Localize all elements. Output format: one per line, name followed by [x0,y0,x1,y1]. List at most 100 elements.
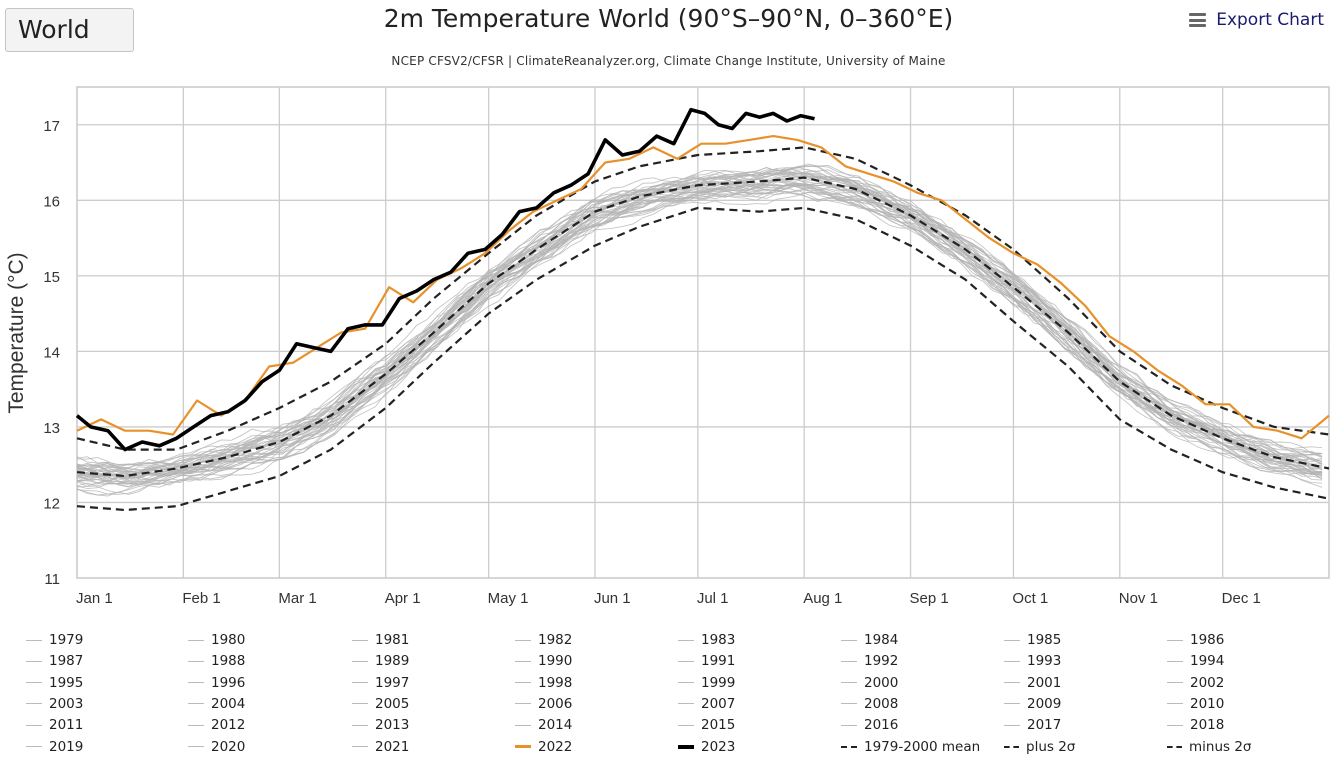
legend-label: 2009 [1027,695,1062,712]
menu-icon [1189,13,1207,27]
legend-label: 2018 [1190,717,1225,734]
legend-swatch-icon [352,724,368,726]
legend-item[interactable]: 1979-2000 mean [841,737,980,757]
legend-item[interactable]: 1984 [841,630,898,650]
legend-item[interactable]: 1990 [515,651,572,671]
legend-item[interactable]: 2000 [841,673,898,693]
region-selector[interactable]: World [5,8,134,52]
legend-swatch-icon [26,703,42,705]
legend-item[interactable]: 2020 [188,737,245,757]
legend-item[interactable]: 1982 [515,630,572,650]
legend-swatch-icon [26,746,42,747]
legend-item[interactable]: 1996 [188,673,245,693]
legend-swatch-icon [515,660,531,662]
legend-item[interactable]: 2002 [1167,673,1224,693]
legend-item[interactable]: 2005 [352,694,409,714]
y-tick-label: 15 [43,269,60,286]
legend-item[interactable]: 1981 [352,630,409,650]
legend-item[interactable]: 2017 [1004,715,1061,735]
y-tick-label: 12 [43,495,60,512]
legend-swatch-icon [188,724,204,726]
export-chart-button[interactable]: Export Chart [1189,10,1324,30]
legend-label: 1992 [864,653,899,670]
x-tick-label: Jun 1 [594,590,631,607]
legend-item[interactable]: 1987 [26,651,83,671]
legend-item[interactable]: 2010 [1167,694,1224,714]
y-axis-label: Temperature (°C) [5,252,28,413]
legend-swatch-icon [515,703,531,705]
legend-label: 1979 [49,632,84,648]
legend-item[interactable]: 2016 [841,715,898,735]
year-line-2015 [76,167,1323,471]
legend-item[interactable]: 2018 [1167,715,1224,735]
legend-label: 1993 [1027,653,1062,670]
legend-item[interactable]: 1995 [26,673,83,693]
legend-item[interactable]: 2007 [678,694,735,714]
legend-label: 2014 [538,717,573,734]
legend-swatch-icon [1167,703,1183,705]
legend-item[interactable]: 2023 [678,737,735,757]
y-tick-label: 17 [43,118,60,135]
y-tick-label: 14 [43,344,60,361]
x-tick-label: Oct 1 [1012,590,1048,607]
legend-item[interactable]: 2015 [678,715,735,735]
legend-item[interactable]: 1979 [26,630,83,650]
legend-item[interactable]: 1997 [352,673,409,693]
legend-item[interactable]: 2006 [515,694,572,714]
export-chart-label: Export Chart [1216,10,1324,30]
x-tick-label: Jan 1 [76,590,113,607]
legend-label: 2023 [701,738,736,755]
legend-label: 2007 [701,695,736,712]
legend-item[interactable]: 1983 [678,630,735,650]
y-tick-label: 16 [43,193,60,210]
legend-item[interactable]: 2022 [515,737,572,757]
legend-item[interactable]: 2003 [26,694,83,714]
legend-item[interactable]: 2008 [841,694,898,714]
legend-item[interactable]: 1991 [678,651,735,671]
legend-item[interactable]: 2001 [1004,673,1061,693]
legend-swatch-icon [1167,639,1183,641]
legend-item[interactable]: 2014 [515,715,572,735]
y-tick-label: 11 [44,571,60,588]
legend-item[interactable]: 1993 [1004,651,1061,671]
legend-swatch-icon [515,682,531,684]
x-tick-label: Jul 1 [697,590,729,607]
legend-swatch-icon [1167,660,1183,662]
legend-item[interactable]: 2004 [188,694,245,714]
legend-item[interactable]: 1992 [841,651,898,671]
legend-item[interactable]: 1994 [1167,651,1224,671]
legend-label: 1995 [49,674,84,691]
legend-swatch-icon [188,746,204,747]
legend-item[interactable]: 1980 [188,630,245,650]
legend-label: 2008 [864,695,899,712]
year-line-2006 [76,172,1323,475]
legend-label: 1996 [211,674,246,691]
highlight-lines [75,107,1330,452]
legend-label: 2012 [211,717,246,734]
year-line-2011 [76,166,1323,469]
year-line-1986 [76,182,1323,487]
legend-item[interactable]: minus 2σ [1167,737,1251,757]
legend-item[interactable]: 2009 [1004,694,1061,714]
legend-item[interactable]: 1989 [352,651,409,671]
legend-item[interactable]: 2011 [26,715,83,735]
legend-item[interactable]: 1998 [515,673,572,693]
legend-item[interactable]: 2021 [352,737,409,757]
legend-label: 2016 [864,717,899,734]
legend-item[interactable]: 2019 [26,737,83,757]
legend-swatch-icon [515,724,531,726]
legend-item[interactable]: 1988 [188,651,245,671]
legend-item[interactable]: 2013 [352,715,409,735]
legend-swatch-icon [188,703,204,705]
legend-item[interactable]: 1999 [678,673,735,693]
year-line-2009 [76,169,1323,474]
year-line-2014 [76,165,1323,477]
year-line-2010 [76,170,1323,471]
legend-item[interactable]: 1986 [1167,630,1224,650]
legend-label: 2013 [375,717,410,734]
legend-swatch-icon [352,746,368,747]
legend-item[interactable]: 1985 [1004,630,1061,650]
legend-item[interactable]: 2012 [188,715,245,735]
legend-swatch-icon [678,660,694,662]
legend-item[interactable]: plus 2σ [1004,737,1075,757]
